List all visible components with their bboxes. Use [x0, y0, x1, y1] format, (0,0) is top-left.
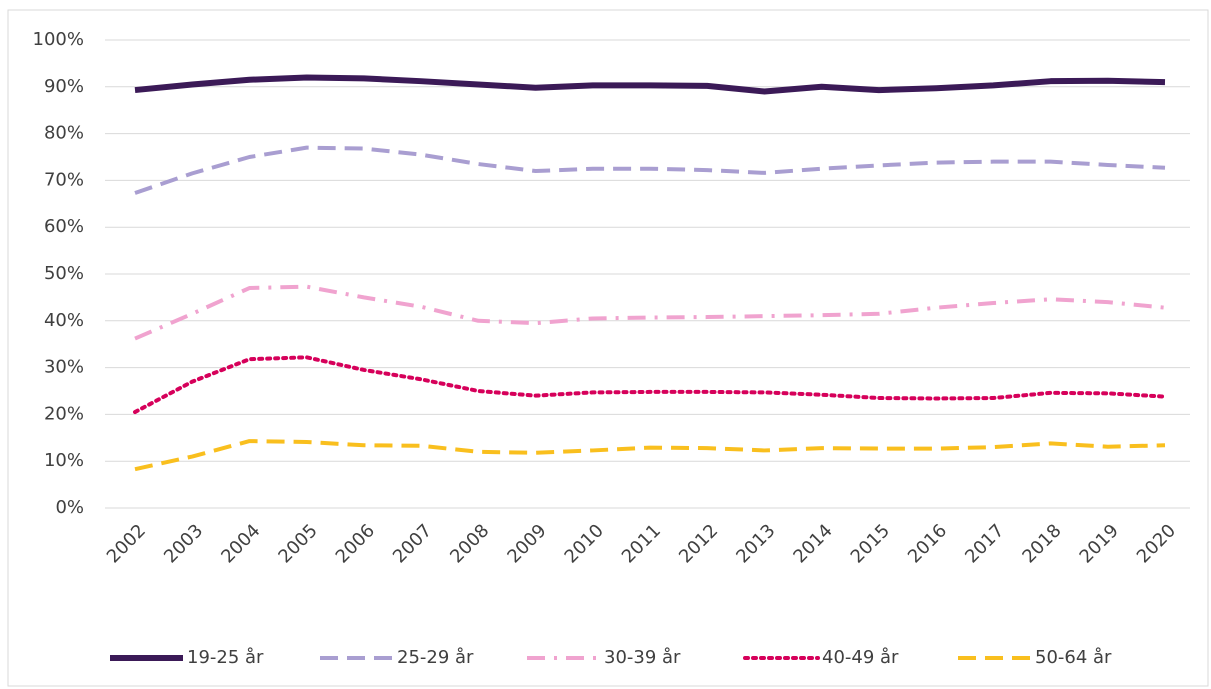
- y-tick-label: 60%: [44, 216, 84, 237]
- y-tick-label: 70%: [44, 169, 84, 190]
- legend-label: 19-25 år: [187, 647, 264, 668]
- legend-label: 30-39 år: [604, 647, 681, 668]
- y-tick-label: 80%: [44, 123, 84, 144]
- chart-frame: [7, 9, 1209, 687]
- series-line: [134, 284, 1166, 341]
- y-tick-label: 30%: [44, 357, 84, 378]
- y-tick-label: 100%: [33, 29, 84, 50]
- y-tick-label: 40%: [44, 310, 84, 331]
- y-tick-label: 90%: [44, 76, 84, 97]
- y-tick-label: 20%: [44, 403, 84, 424]
- legend-label: 25-29 år: [397, 647, 474, 668]
- legend-label: 40-49 år: [822, 647, 899, 668]
- series-line: [134, 74, 1166, 95]
- series-line: [134, 145, 1166, 195]
- series-line: [134, 439, 1166, 472]
- y-tick-label: 10%: [44, 450, 84, 471]
- y-tick-label: 50%: [44, 263, 84, 284]
- series-line: [133, 355, 1167, 415]
- legend-label: 50-64 år: [1035, 647, 1112, 668]
- y-tick-label: 0%: [55, 497, 84, 518]
